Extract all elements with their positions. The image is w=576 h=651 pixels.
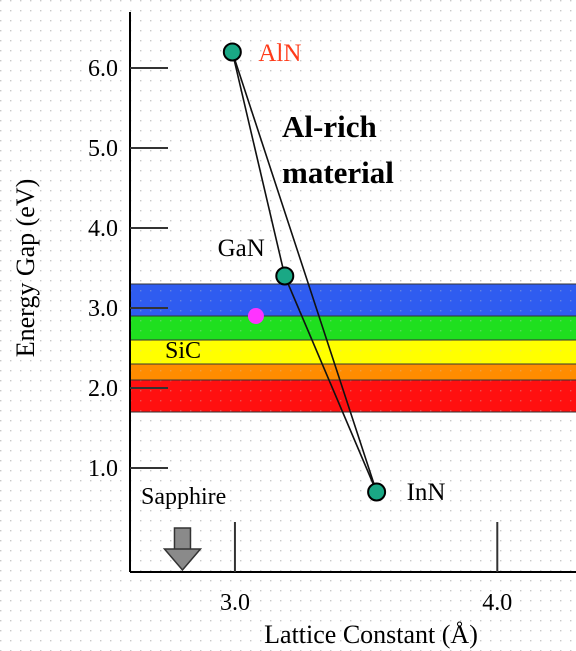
energy-bands [130,283,576,413]
arrow-head [162,548,203,572]
y-tick-label-1: 2.0 [88,376,118,402]
y-tick-label-3: 4.0 [88,216,118,242]
al-rich-annotation-line1: Al-rich [282,109,377,144]
y-tick-label-5: 6.0 [88,56,118,82]
al-rich-annotation-line2: material [282,155,394,190]
x-tick-label-1: 4.0 [482,590,512,616]
point-sic-marker [247,308,264,324]
band-texture-1 [130,316,576,340]
arrow-shaft [173,527,192,551]
material-points [222,42,387,502]
alloy-triangle [231,51,378,493]
y-tick-labels: 1.0 2.0 3.0 4.0 5.0 6.0 [88,56,118,482]
label-InN: InN [407,479,446,506]
sic-annotation: SiC [165,338,201,364]
y-tick-label-0: 1.0 [88,456,118,482]
label-GaN: GaN [218,235,265,262]
edge-AlN-InN [231,51,378,493]
sapphire-annotation: Sapphire [141,484,226,510]
y-tick-label-2: 3.0 [88,296,118,322]
x-tick-label-0: 3.0 [220,590,250,616]
point-GaN [275,266,295,286]
x-tick-labels: 3.0 4.0 [220,590,512,616]
band-texture-4 [130,380,576,412]
edge-AlN-GaN [231,51,286,277]
band-texture-0 [130,284,576,316]
axes [129,12,576,573]
material-labels: AlN GaN InN [218,40,446,506]
point-AlN [222,42,242,62]
label-AlN: AlN [258,40,301,67]
edge-GaN-InN [284,275,378,493]
y-axis-title: Energy Gap (eV) [11,179,40,358]
x-axis-title: Lattice Constant (Å) [264,620,478,649]
sapphire-arrow-icon [162,527,203,572]
band-texture-2 [130,340,576,364]
band-texture-3 [130,364,576,380]
y-tick-label-4: 5.0 [88,136,118,162]
point-InN [367,482,387,502]
